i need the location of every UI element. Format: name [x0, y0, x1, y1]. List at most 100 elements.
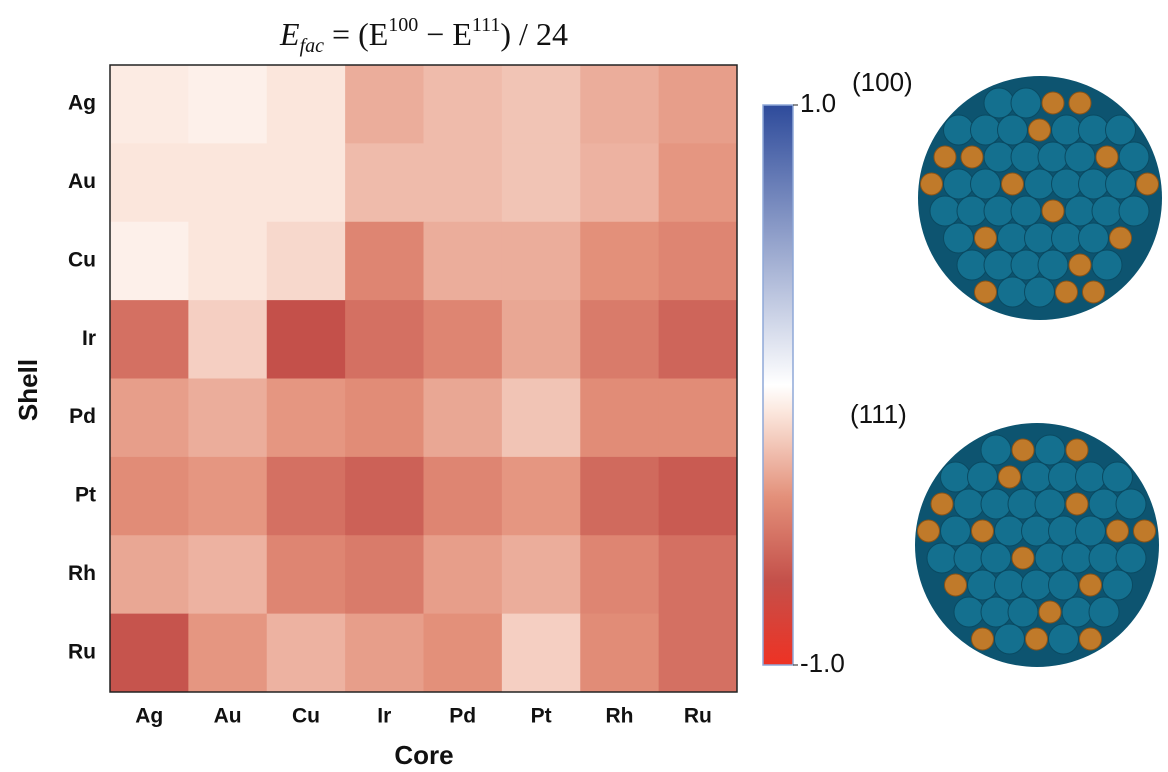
atom — [1049, 462, 1079, 492]
atom — [971, 115, 1001, 145]
atom — [1012, 547, 1034, 569]
y-tick-label: Au — [68, 170, 96, 193]
heatmap-cell — [110, 535, 189, 614]
atom — [1011, 250, 1041, 280]
atom — [984, 196, 1014, 226]
heatmap-cell — [110, 457, 189, 536]
atom — [1008, 597, 1038, 627]
heatmap-cell — [110, 614, 189, 693]
heatmap-cell — [502, 614, 581, 693]
atom — [1066, 493, 1088, 515]
atom — [944, 169, 974, 199]
heatmap-cell — [188, 614, 267, 693]
heatmap-cell — [424, 379, 503, 458]
atom — [1022, 570, 1052, 600]
atom — [975, 281, 997, 303]
heatmap-cell — [502, 535, 581, 614]
x-tick-label: Rh — [605, 705, 633, 728]
atom — [1012, 439, 1034, 461]
atom — [1106, 115, 1136, 145]
heatmap-cell — [424, 535, 503, 614]
atom — [981, 489, 1011, 519]
atom — [1011, 88, 1041, 118]
title-part: 100 — [388, 14, 418, 36]
x-tick-label: Ir — [377, 705, 391, 728]
heatmap-cell — [267, 535, 346, 614]
atom — [1022, 462, 1052, 492]
heatmap-cell — [267, 614, 346, 693]
heatmap-cell — [188, 457, 267, 536]
heatmap-cell — [424, 614, 503, 693]
heatmap-cell — [502, 379, 581, 458]
heatmap-cell — [659, 535, 738, 614]
atom — [998, 223, 1028, 253]
atom — [954, 489, 984, 519]
heatmap-cell — [424, 300, 503, 379]
atom — [957, 250, 987, 280]
atom — [1080, 628, 1102, 650]
colorbar-tick-label: -1.0 — [800, 648, 845, 678]
heatmap-cell — [424, 65, 503, 144]
atom — [975, 227, 997, 249]
atom — [968, 462, 998, 492]
atom — [1096, 146, 1118, 168]
atom — [1039, 601, 1061, 623]
atom — [1042, 92, 1064, 114]
atom — [1119, 142, 1149, 172]
atom — [1056, 281, 1078, 303]
heatmap-cell — [580, 379, 659, 458]
atom — [934, 146, 956, 168]
y-axis-label: Shell — [13, 359, 43, 421]
heatmap-cell — [345, 614, 424, 693]
heatmap-cell — [110, 379, 189, 458]
atom — [1103, 570, 1133, 600]
heatmap-cell — [267, 457, 346, 536]
atom — [984, 88, 1014, 118]
atom — [1116, 489, 1146, 519]
nanoparticle-images — [915, 76, 1162, 667]
atom — [1079, 115, 1109, 145]
heatmap-cell — [110, 143, 189, 222]
atom — [1049, 516, 1079, 546]
atom — [971, 169, 1001, 199]
x-axis-label: Core — [394, 740, 453, 770]
atom — [984, 250, 1014, 280]
atom — [941, 516, 971, 546]
heatmap-cell — [580, 300, 659, 379]
atom — [998, 277, 1028, 307]
title-part: fac — [300, 35, 325, 57]
atom — [1065, 196, 1095, 226]
atom — [1035, 435, 1065, 465]
atom — [972, 520, 994, 542]
atom — [1134, 520, 1156, 542]
atom — [918, 520, 940, 542]
atom — [1035, 543, 1065, 573]
heatmap-cell — [424, 457, 503, 536]
atom — [1025, 277, 1055, 307]
chart-title: Efac = (E100 − E111) / 24 — [279, 14, 568, 57]
atom — [1089, 489, 1119, 519]
atom — [968, 570, 998, 600]
colorbar — [763, 105, 793, 665]
atom — [1110, 227, 1132, 249]
atom — [944, 115, 974, 145]
atom — [1025, 223, 1055, 253]
heatmap-cell — [188, 222, 267, 301]
atom — [927, 543, 957, 573]
atom — [998, 115, 1028, 145]
atom — [1089, 543, 1119, 573]
heatmap-cell — [188, 535, 267, 614]
heatmap-cell — [188, 379, 267, 458]
heatmap-cell — [502, 65, 581, 144]
x-tick-label: Ru — [684, 705, 712, 728]
title-part: = (E — [324, 16, 388, 52]
atom — [1052, 115, 1082, 145]
atom — [957, 196, 987, 226]
atom — [1011, 196, 1041, 226]
heatmap-cell — [110, 222, 189, 301]
atom — [941, 462, 971, 492]
y-tick-label: Pt — [75, 484, 96, 507]
heatmap-cell — [188, 65, 267, 144]
heatmap-cell — [659, 143, 738, 222]
atom — [1083, 281, 1105, 303]
